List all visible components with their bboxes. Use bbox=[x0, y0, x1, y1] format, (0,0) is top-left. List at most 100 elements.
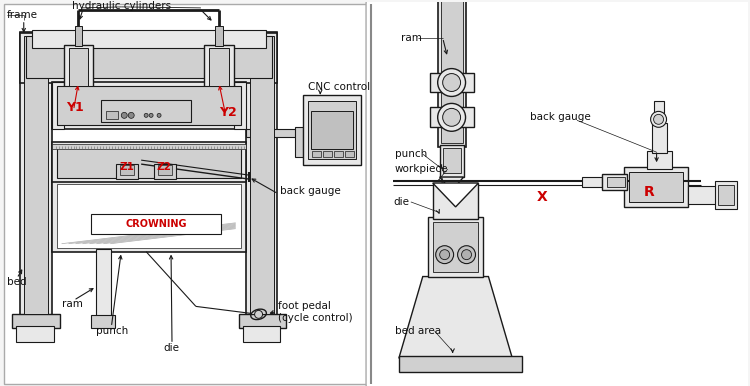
Bar bbox=[24, 36, 48, 314]
Circle shape bbox=[122, 112, 128, 119]
Circle shape bbox=[438, 69, 466, 96]
Text: punch: punch bbox=[97, 326, 129, 336]
Bar bbox=[433, 222, 478, 272]
Bar bbox=[64, 45, 94, 90]
Text: ram: ram bbox=[400, 33, 422, 43]
Bar bbox=[323, 151, 332, 157]
Bar bbox=[16, 326, 53, 342]
Bar bbox=[56, 86, 241, 125]
Text: workpiece: workpiece bbox=[395, 164, 448, 174]
Bar bbox=[607, 177, 625, 187]
Bar bbox=[52, 81, 246, 129]
Circle shape bbox=[436, 246, 454, 264]
Bar bbox=[430, 107, 473, 127]
Bar bbox=[716, 181, 737, 209]
Text: ram: ram bbox=[62, 300, 82, 310]
Bar bbox=[440, 145, 464, 177]
Circle shape bbox=[440, 250, 450, 260]
Bar bbox=[204, 45, 234, 90]
Bar bbox=[602, 174, 627, 190]
Bar bbox=[653, 102, 664, 113]
Bar bbox=[92, 315, 116, 328]
Bar bbox=[234, 81, 246, 129]
Circle shape bbox=[254, 310, 262, 318]
Bar bbox=[345, 151, 354, 157]
Bar bbox=[296, 127, 303, 157]
Bar bbox=[250, 36, 274, 314]
Circle shape bbox=[128, 112, 134, 119]
FancyBboxPatch shape bbox=[366, 0, 750, 386]
Bar bbox=[308, 102, 356, 159]
Circle shape bbox=[461, 250, 472, 260]
Text: Y1: Y1 bbox=[67, 101, 84, 114]
Bar bbox=[20, 32, 52, 318]
Polygon shape bbox=[399, 276, 512, 358]
Bar bbox=[441, 0, 463, 143]
Bar bbox=[20, 33, 278, 83]
Text: bed area: bed area bbox=[395, 326, 441, 336]
Bar bbox=[430, 73, 473, 93]
Bar bbox=[444, 0, 460, 6]
Bar bbox=[56, 184, 241, 248]
Bar bbox=[56, 146, 241, 178]
Bar bbox=[32, 30, 266, 48]
Bar bbox=[628, 172, 683, 202]
Bar bbox=[427, 217, 484, 276]
Bar bbox=[442, 148, 460, 173]
Bar bbox=[246, 129, 315, 137]
Circle shape bbox=[144, 113, 148, 117]
Bar bbox=[158, 165, 172, 175]
Bar bbox=[646, 151, 671, 169]
Bar bbox=[106, 112, 118, 119]
Bar bbox=[68, 48, 88, 86]
Text: R: R bbox=[644, 185, 655, 199]
Circle shape bbox=[442, 74, 460, 91]
Bar bbox=[52, 144, 246, 149]
Bar bbox=[52, 142, 246, 182]
Circle shape bbox=[650, 112, 667, 127]
Bar bbox=[246, 32, 278, 318]
Bar bbox=[154, 164, 176, 179]
Text: Z2: Z2 bbox=[156, 162, 171, 172]
Text: die: die bbox=[163, 343, 179, 353]
Text: Z1: Z1 bbox=[119, 162, 134, 172]
Text: punch: punch bbox=[395, 149, 427, 159]
Bar bbox=[438, 0, 466, 147]
Bar bbox=[243, 326, 280, 342]
Bar bbox=[26, 36, 272, 78]
Circle shape bbox=[442, 108, 460, 126]
Bar bbox=[582, 177, 602, 187]
Bar bbox=[624, 167, 688, 207]
Bar bbox=[12, 314, 59, 328]
Bar bbox=[92, 214, 220, 234]
Text: X: X bbox=[537, 190, 548, 204]
Bar bbox=[433, 183, 478, 219]
Text: (cycle control): (cycle control) bbox=[278, 313, 353, 323]
Circle shape bbox=[653, 114, 664, 124]
Bar bbox=[101, 100, 191, 122]
Bar bbox=[718, 185, 734, 205]
Circle shape bbox=[438, 103, 466, 131]
Bar bbox=[214, 26, 223, 46]
Bar bbox=[399, 356, 522, 372]
Text: die: die bbox=[393, 197, 409, 207]
Text: back gauge: back gauge bbox=[280, 186, 341, 196]
Circle shape bbox=[458, 246, 476, 264]
Bar bbox=[303, 95, 361, 165]
Bar bbox=[97, 249, 111, 318]
Text: bed: bed bbox=[7, 276, 26, 286]
Bar bbox=[312, 151, 321, 157]
Bar bbox=[209, 48, 229, 86]
Bar bbox=[334, 151, 344, 157]
Circle shape bbox=[157, 113, 161, 117]
Text: CNC control: CNC control bbox=[308, 83, 370, 93]
Text: Y2: Y2 bbox=[219, 106, 236, 119]
Text: back gauge: back gauge bbox=[530, 112, 591, 122]
Text: foot pedal: foot pedal bbox=[278, 301, 332, 312]
Bar bbox=[4, 4, 369, 384]
Bar bbox=[52, 180, 246, 252]
Bar bbox=[652, 123, 667, 153]
Bar bbox=[120, 165, 134, 175]
Polygon shape bbox=[433, 183, 478, 207]
Polygon shape bbox=[440, 177, 464, 191]
